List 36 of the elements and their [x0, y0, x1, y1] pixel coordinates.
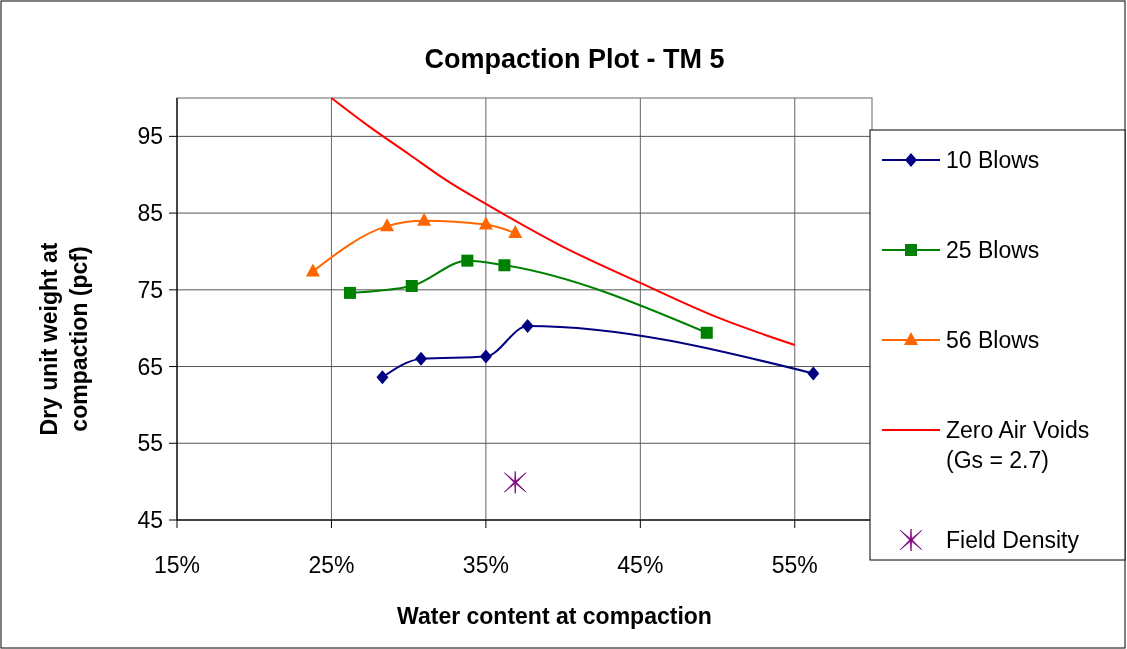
point	[479, 349, 492, 364]
point	[415, 351, 428, 366]
x-tick-label: 35%	[462, 552, 509, 578]
chart-title: Compaction Plot - TM 5	[424, 44, 725, 74]
point	[478, 216, 493, 230]
legend-label: Zero Air Voids (Gs = 2.7)	[946, 417, 1090, 473]
point	[417, 212, 432, 226]
point	[343, 286, 356, 299]
y-axis-title: Dry unit weight at compaction (pcf)	[36, 242, 92, 436]
point	[461, 254, 474, 267]
point	[807, 366, 820, 381]
x-tick-label: 25%	[308, 552, 355, 578]
legend-label: 10 Blows	[946, 147, 1040, 173]
y-tick-label: 75	[137, 276, 163, 303]
x-tick-label: 55%	[771, 552, 818, 578]
point	[376, 370, 389, 385]
y-tick-label: 85	[137, 200, 163, 227]
x-axis-title: Water content at compaction	[397, 603, 712, 629]
point	[380, 218, 395, 232]
legend-label: Field Density	[946, 527, 1080, 553]
point	[498, 259, 511, 272]
legend-label: 25 Blows	[946, 237, 1040, 263]
point	[521, 318, 534, 333]
x-tick-label: 45%	[617, 552, 664, 578]
point	[700, 326, 713, 339]
y-tick-label: 95	[137, 123, 163, 150]
x-tick-label: 15%	[153, 552, 201, 578]
line-series	[330, 97, 796, 347]
y-tick-label: 45	[137, 507, 163, 533]
point	[508, 225, 523, 239]
point	[405, 279, 418, 292]
legend-label: 56 Blows	[946, 327, 1040, 353]
point	[305, 263, 320, 277]
y-tick-label: 65	[137, 353, 163, 380]
point	[504, 471, 527, 494]
y-tick-label: 55	[137, 430, 163, 457]
